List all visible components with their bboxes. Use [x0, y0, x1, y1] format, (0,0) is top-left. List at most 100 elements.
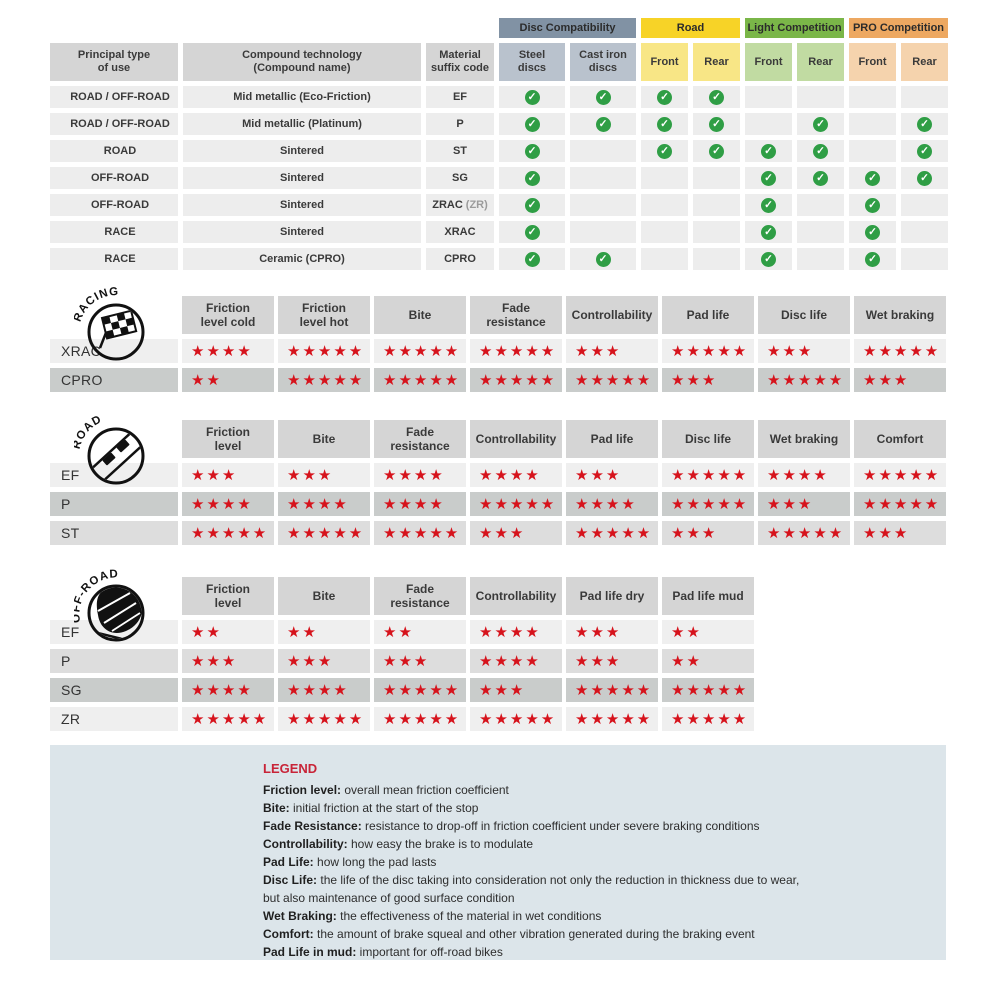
- legend-line: Fade Resistance: resistance to drop-off …: [263, 819, 760, 833]
- rating-column-header: Pad life: [566, 420, 658, 458]
- rating-column-header: Controllability: [470, 420, 562, 458]
- stars-cell: ★★★★★: [566, 368, 658, 392]
- empty-cell: [693, 221, 740, 243]
- check-icon: ✓: [709, 116, 724, 132]
- stars-cell: ★★★: [182, 463, 274, 487]
- stars-cell: ★★★★★: [470, 339, 562, 363]
- stars-cell: ★★★★★: [662, 339, 754, 363]
- road-table: Friction level Bite Fade resistance Control…: [50, 420, 950, 545]
- empty-cell: [797, 248, 844, 270]
- stars-cell: ★★★★: [278, 678, 370, 702]
- empty-cell: [745, 113, 792, 135]
- stars-cell: ★★★: [278, 463, 370, 487]
- stars-cell: ★★★★★: [374, 521, 466, 545]
- stars-cell: ★★★★★: [278, 521, 370, 545]
- check-icon: ✓: [813, 143, 828, 159]
- legend-line: Pad Life in mud: important for off-road …: [263, 945, 503, 959]
- empty-cell: [849, 140, 896, 162]
- stars-cell: ★★★★★: [278, 339, 370, 363]
- check-icon: ✓: [761, 251, 776, 267]
- empty-cell: [570, 140, 636, 162]
- check-icon: ✓: [595, 251, 611, 267]
- stars-cell: ★★★★★: [182, 707, 274, 731]
- check-cell: ✓: [745, 167, 792, 189]
- check-cell: ✓: [499, 86, 565, 108]
- stars-cell: ★★★★★: [278, 368, 370, 392]
- column-header: Material suffix code: [426, 43, 494, 81]
- legend-line: Comfort: the amount of brake squeal and …: [263, 927, 755, 941]
- check-cell: ✓: [570, 248, 636, 270]
- stars-cell: ★★: [278, 620, 370, 644]
- sub-column-header: Front: [641, 43, 688, 81]
- legend-term: Controllability:: [263, 837, 351, 851]
- legend-term: Pad Life in mud:: [263, 945, 360, 959]
- empty-cell: [849, 113, 896, 135]
- svg-text:ROAD: ROAD: [74, 413, 104, 450]
- empty-cell: [641, 194, 688, 216]
- stars-cell: ★★★★: [374, 492, 466, 516]
- stars-cell: ★★★★: [182, 339, 274, 363]
- stars-cell: ★★★★★: [470, 707, 562, 731]
- stars-cell: ★★★: [566, 463, 658, 487]
- stars-cell: ★★★★: [758, 463, 850, 487]
- check-icon: ✓: [865, 224, 880, 240]
- check-cell: ✓: [797, 167, 844, 189]
- check-cell: ✓: [745, 248, 792, 270]
- check-icon: ✓: [813, 170, 828, 186]
- check-cell: ✓: [797, 113, 844, 135]
- use-cell: RACE: [50, 248, 178, 270]
- stars-cell: ★★★★: [566, 492, 658, 516]
- stars-cell: ★★★★: [278, 492, 370, 516]
- check-icon: ✓: [524, 170, 540, 186]
- stars-cell: ★★★★★: [662, 463, 754, 487]
- technology-cell: Sintered: [183, 194, 421, 216]
- legend-line: Disc Life: the life of the disc taking i…: [263, 873, 800, 887]
- empty-cell: [570, 167, 636, 189]
- empty-cell: [693, 248, 740, 270]
- legend-term: Pad Life:: [263, 855, 318, 869]
- stars-cell: ★★★★★: [278, 707, 370, 731]
- check-icon: ✓: [917, 143, 932, 159]
- stars-cell: ★★★★★: [470, 368, 562, 392]
- use-cell: RACE: [50, 221, 178, 243]
- rating-column-header: Wet braking: [758, 420, 850, 458]
- column-header: Compound technology (Compound name): [183, 43, 421, 81]
- stars-cell: ★★★: [662, 368, 754, 392]
- legend-term: Disc Life:: [263, 873, 321, 887]
- stars-cell: ★★★: [662, 521, 754, 545]
- rating-column-header: Pad life: [662, 296, 754, 334]
- sub-column-header: Cast iron discs: [570, 43, 636, 81]
- check-icon: ✓: [865, 251, 880, 267]
- technology-cell: Sintered: [183, 167, 421, 189]
- legend-line: but also maintenance of good surface con…: [263, 891, 515, 905]
- offroad-mud-icon: OFF-ROAD: [74, 568, 145, 642]
- check-icon: ✓: [524, 251, 540, 267]
- stars-cell: ★★★: [374, 649, 466, 673]
- code-cell: XRAC: [426, 221, 494, 243]
- sub-column-header: Rear: [797, 43, 844, 81]
- check-cell: ✓: [901, 140, 948, 162]
- rating-column-header: Fade resistance: [470, 296, 562, 334]
- sub-column-header: Front: [745, 43, 792, 81]
- stars-cell: ★★★: [758, 492, 850, 516]
- stars-cell: ★★★★★: [854, 463, 946, 487]
- stars-cell: ★★★: [854, 368, 946, 392]
- check-icon: ✓: [524, 89, 540, 105]
- sub-column-header: Rear: [901, 43, 948, 81]
- empty-cell: [693, 194, 740, 216]
- rating-column-header: Comfort: [854, 420, 946, 458]
- check-cell: ✓: [745, 140, 792, 162]
- check-cell: ✓: [570, 113, 636, 135]
- check-icon: ✓: [657, 116, 672, 132]
- check-cell: ✓: [499, 221, 565, 243]
- stars-cell: ★★★★★: [374, 368, 466, 392]
- rating-column-header: Friction level cold: [182, 296, 274, 334]
- empty-cell: [641, 167, 688, 189]
- column-header: Principal type of use: [50, 43, 178, 81]
- check-cell: ✓: [641, 113, 688, 135]
- check-icon: ✓: [595, 116, 611, 132]
- empty-cell: [693, 167, 740, 189]
- legend: LEGEND Friction level: overall mean fric…: [50, 745, 946, 960]
